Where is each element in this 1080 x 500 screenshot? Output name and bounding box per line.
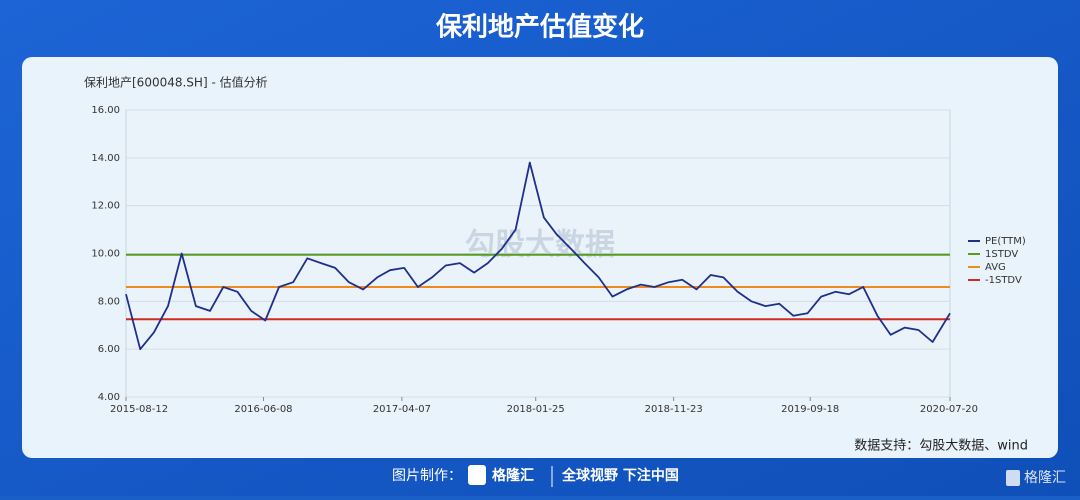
x-tick-label: 2018-11-23	[645, 404, 703, 415]
legend-label: -1STDV	[985, 275, 1022, 286]
y-tick-label: 4.00	[98, 392, 120, 403]
legend-label: 1STDV	[985, 249, 1018, 260]
x-tick-label: 2017-04-07	[373, 404, 431, 415]
y-tick-label: 14.00	[91, 153, 120, 164]
y-tick-label: 8.00	[98, 296, 120, 307]
watermark: 勾股大数据	[465, 228, 615, 263]
footer-brand: 格隆汇	[492, 467, 534, 484]
source: 数据支持：勾股大数据、wind	[854, 439, 1028, 454]
y-tick-label: 10.00	[91, 249, 120, 260]
x-tick-label: 2018-01-25	[507, 404, 565, 415]
pe-line	[125, 161, 951, 351]
legend-label: AVG	[985, 262, 1006, 273]
y-tick-label: 16.00	[91, 105, 120, 116]
footer-slogan: 全球视野 下注中国	[561, 467, 679, 484]
page-title: 保利地产估值变化	[435, 12, 644, 43]
chart-title: 保利地产[600048.SH] - 估值分析	[84, 75, 268, 90]
x-tick-label: 2015-08-12	[110, 404, 168, 415]
x-tick-label: 2016-06-08	[234, 404, 292, 415]
legend-label: PE(TTM)	[985, 236, 1026, 247]
logo-icon	[1006, 470, 1020, 486]
y-tick-label: 12.00	[91, 201, 120, 212]
x-tick-label: 2020-07-20	[920, 404, 978, 415]
x-tick-label: 2019-09-18	[781, 404, 839, 415]
footer-made-by: 图片制作：	[392, 468, 462, 484]
y-tick-label: 6.00	[98, 344, 120, 355]
footer-logo: 格隆汇	[1024, 470, 1066, 486]
footer-icon	[468, 465, 486, 485]
